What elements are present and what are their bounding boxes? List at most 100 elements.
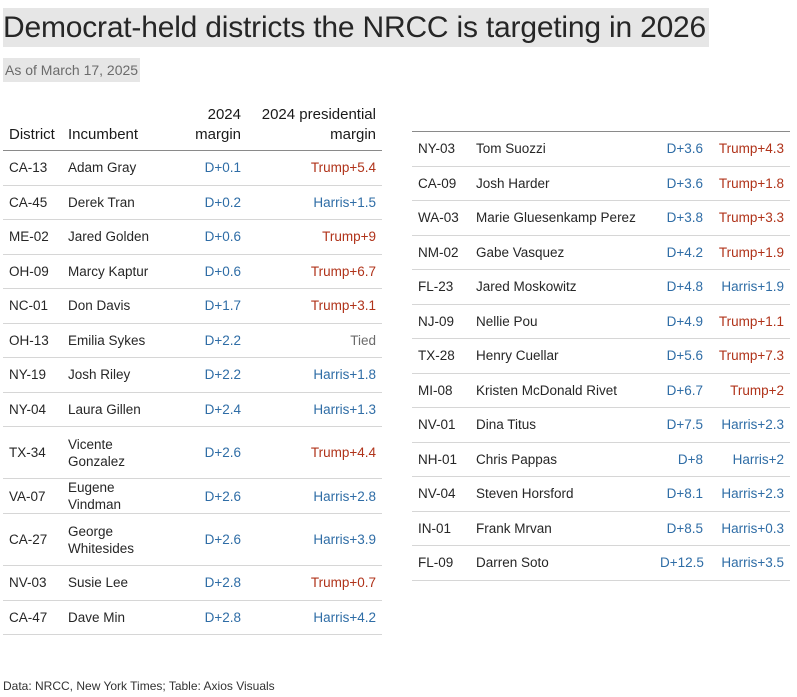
header-2024-margin-line2: margin	[195, 126, 241, 143]
header-district: District	[9, 126, 55, 143]
presidential-margin-cell: Trump+4.4	[310, 445, 376, 460]
table-row: CA-47 Dave Min D+2.8 Harris+4.2	[3, 600, 382, 635]
incumbent-cell: Jared Golden	[68, 229, 150, 245]
margin-cell: D+4.9	[666, 313, 703, 329]
header-presidential-margin: 2024 presidential margin	[247, 105, 382, 151]
incumbent-cell: Dina Titus	[476, 417, 537, 433]
presidential-margin-cell: Harris+2	[732, 451, 784, 467]
incumbent-cell: Emilia Sykes	[68, 332, 146, 348]
district-cell: OH-09	[9, 263, 49, 279]
incumbent-cell: Marie Gluesenkamp Perez	[476, 210, 636, 226]
table-row: ME-02 Jared Golden D+0.6 Trump+9	[3, 220, 382, 254]
header-2024-margin-line1: 2024	[207, 106, 241, 123]
incumbent-cell: Chris Pappas	[476, 451, 558, 467]
district-cell: IN-01	[418, 520, 452, 536]
table-header-row: District Incumbent 2024 margin 2024 presi…	[3, 105, 382, 151]
presidential-margin-cell: Harris+2.3	[721, 486, 784, 502]
presidential-margin-cell: Trump+0.7	[310, 575, 376, 591]
presidential-margin-cell: Trump+1.9	[718, 244, 784, 260]
table-body-right: NY-03 Tom Suozzi D+3.6 Trump+4.3 CA-09 Josh H…	[412, 132, 790, 580]
incumbent-cell: Jared Moskowitz	[476, 279, 577, 295]
district-cell: TX-28	[418, 348, 455, 364]
header-presidential-margin-line1: 2024 presidential	[261, 106, 376, 123]
presidential-margin-cell: Trump+1.1	[718, 313, 784, 329]
margin-cell: D+1.7	[204, 298, 241, 314]
margin-cell: D+4.2	[666, 244, 703, 260]
margin-cell: D+2.6	[204, 532, 241, 547]
table-row: NV-01 Dina Titus D+7.5 Harris+2.3	[412, 408, 790, 442]
district-cell: NV-01	[418, 417, 456, 433]
district-cell: NY-03	[418, 141, 456, 156]
margin-cell: D+6.7	[666, 382, 703, 398]
incumbent-cell: Tom Suozzi	[476, 141, 546, 156]
district-cell: WA-03	[418, 210, 459, 226]
margin-cell: D+0.6	[204, 229, 241, 245]
incumbent-cell: Adam Gray	[68, 160, 137, 176]
table-row: CA-27 George Whitesides D+2.6 Harris+3.9	[3, 514, 382, 566]
table-row: NM-02 Gabe Vasquez D+4.2 Trump+1.9	[412, 235, 790, 270]
incumbent-cell: Josh Riley	[68, 367, 131, 383]
district-cell: NJ-09	[418, 313, 455, 329]
presidential-margin-cell: Trump+1.8	[718, 175, 784, 191]
district-cell: CA-09	[418, 175, 457, 191]
district-cell: OH-13	[9, 332, 49, 348]
table-row: NY-04 Laura Gillen D+2.4 Harris+1.3	[3, 392, 382, 427]
district-cell: NV-04	[418, 486, 456, 502]
district-table-right: NY-03 Tom Suozzi D+3.6 Trump+4.3 CA-09 Josh H…	[412, 131, 790, 581]
table-row: FL-23 Jared Moskowitz D+4.8 Harris+1.9	[412, 270, 790, 304]
table-row: NY-19 Josh Riley D+2.2 Harris+1.8	[3, 358, 382, 392]
presidential-margin-cell: Harris+3.5	[721, 555, 784, 571]
district-cell: FL-09	[418, 555, 454, 571]
table-row: TX-34 Vicente Gonzalez D+2.6 Trump+4.4	[3, 427, 382, 479]
presidential-margin-cell: Trump+5.4	[310, 160, 376, 176]
presidential-margin-cell: Harris+4.2	[313, 609, 376, 625]
margin-cell: D+3.6	[666, 141, 703, 156]
margin-cell: D+0.2	[204, 194, 241, 210]
margin-cell: D+5.6	[666, 348, 703, 364]
table-row: VA-07 Eugene Vindman D+2.6 Harris+2.8	[3, 479, 382, 514]
margin-cell: D+7.5	[666, 417, 703, 433]
margin-cell: D+8.5	[666, 520, 703, 536]
margin-cell: D+0.6	[204, 263, 241, 279]
table-row: NV-03 Susie Lee D+2.8 Trump+0.7	[3, 566, 382, 600]
header-2024-margin: 2024 margin	[170, 105, 247, 151]
presidential-margin-cell: Trump+9	[322, 229, 376, 245]
district-cell: MI-08	[418, 382, 453, 398]
margin-cell: D+0.1	[204, 160, 241, 176]
incumbent-cell: Don Davis	[68, 298, 131, 314]
district-cell: CA-27	[9, 532, 48, 547]
district-cell: CA-45	[9, 194, 48, 210]
margin-cell: D+12.5	[660, 555, 704, 571]
table-row: TX-28 Henry Cuellar D+5.6 Trump+7.3	[412, 339, 790, 373]
incumbent-cell: Eugene Vindman	[68, 480, 122, 512]
incumbent-cell: Josh Harder	[476, 175, 550, 191]
incumbent-cell: Kristen McDonald Rivet	[476, 382, 618, 398]
presidential-margin-cell: Harris+1.3	[313, 401, 376, 417]
table-body-left: CA-13 Adam Gray D+0.1 Trump+5.4 CA-45 Derek T…	[3, 151, 382, 635]
presidential-margin-cell: Harris+1.9	[721, 279, 784, 295]
presidential-margin-cell: Harris+1.5	[313, 194, 376, 210]
incumbent-cell: Nellie Pou	[476, 313, 538, 329]
margin-cell: D+2.8	[204, 575, 241, 591]
incumbent-cell: Marcy Kaptur	[68, 263, 149, 279]
margin-cell: D+2.2	[204, 332, 241, 348]
presidential-margin-cell: Trump+3.1	[310, 298, 376, 314]
incumbent-cell: George Whitesides	[68, 523, 135, 556]
incumbent-cell: Darren Soto	[476, 555, 549, 571]
table-row: FL-09 Darren Soto D+12.5 Harris+3.5	[412, 546, 790, 580]
source-footer: Data: NRCC, New York Times; Table: Axios…	[3, 679, 275, 693]
presidential-margin-cell: Trump+6.7	[310, 263, 376, 279]
district-cell: FL-23	[418, 279, 454, 295]
district-cell: NY-04	[9, 401, 47, 417]
presidential-margin-cell: Tied	[350, 332, 376, 348]
page-subtitle: As of March 17, 2025	[3, 58, 141, 82]
district-cell: NM-02	[418, 244, 459, 260]
presidential-margin-cell: Harris+3.9	[313, 532, 376, 547]
table-row: NJ-09 Nellie Pou D+4.9 Trump+1.1	[412, 304, 790, 339]
table-row: NV-04 Steven Horsford D+8.1 Harris+2.3	[412, 477, 790, 511]
header-presidential-margin-line2: margin	[330, 126, 376, 143]
margin-cell: D+2.6	[204, 445, 241, 460]
table-row: OH-13 Emilia Sykes D+2.2 Tied	[3, 323, 382, 358]
margin-cell: D+2.6	[204, 488, 241, 504]
table-row: IN-01 Frank Mrvan D+8.5 Harris+0.3	[412, 511, 790, 546]
